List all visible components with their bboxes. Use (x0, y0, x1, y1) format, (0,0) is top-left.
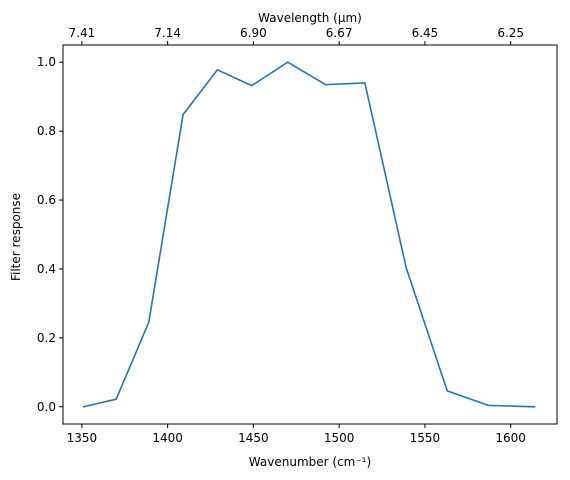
x-tick-label: 1600 (495, 431, 526, 445)
plot-area (62, 44, 558, 425)
top-x-tick-label: 6.67 (326, 26, 353, 40)
x-tick-label: 1350 (67, 431, 98, 445)
y-tick-label: 0.2 (37, 331, 56, 345)
y-tick-label: 1.0 (37, 55, 56, 69)
top-x-tick-label: 7.14 (154, 26, 181, 40)
top-x-tick-label: 7.41 (69, 26, 96, 40)
top-x-tick-label: 6.45 (412, 26, 439, 40)
plot-frame (62, 44, 558, 425)
top-x-axis-label: Wavelength (μm) (258, 11, 362, 25)
y-tick-label: 0.8 (37, 124, 56, 138)
top-x-tick-label: 6.25 (497, 26, 524, 40)
x-tick-label: 1400 (152, 431, 183, 445)
bottom-x-axis-ticks: 1350 1400 1450 1500 1550 1600 (67, 424, 526, 445)
y-axis-label: Filter response (9, 193, 23, 281)
x-tick-label: 1450 (238, 431, 269, 445)
y-tick-label: 0.6 (37, 193, 56, 207)
x-axis-label: Wavenumber (cm⁻¹) (249, 455, 371, 469)
y-axis-ticks: 0.0 0.2 0.4 0.6 0.8 1.0 (37, 55, 63, 414)
y-tick-label: 0.0 (37, 400, 56, 414)
x-tick-label: 1500 (324, 431, 355, 445)
y-tick-label: 0.4 (37, 262, 56, 276)
top-x-tick-label: 6.90 (240, 26, 267, 40)
series-layer (82, 61, 536, 408)
top-x-axis-ticks: 7.41 7.14 6.90 6.67 6.45 6.25 (69, 26, 524, 45)
series-line-0 (82, 61, 536, 408)
x-tick-label: 1550 (410, 431, 441, 445)
